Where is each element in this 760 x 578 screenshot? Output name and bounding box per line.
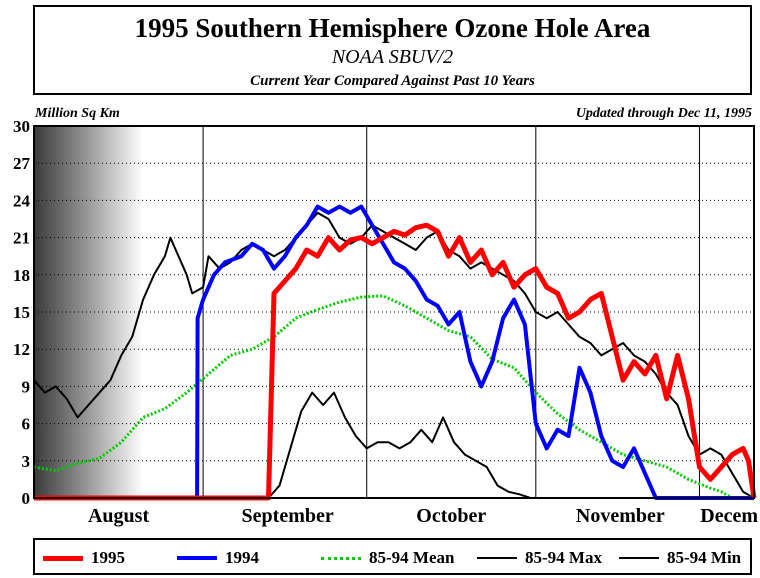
y-tick-label: 18 [13,266,30,285]
legend-item-1994: 1994 [177,548,259,568]
grid-lines [34,126,754,498]
chart-subtitle-comparison: Current Year Compared Against Past 10 Ye… [250,73,535,89]
chart-title: 1995 Southern Hemisphere Ozone Hole Area [134,13,651,43]
y-tick-label: 15 [13,303,30,322]
y-tick-label: 30 [13,117,30,136]
y-axis-unit-label: Million Sq Km [35,106,120,121]
x-month-label: October [416,505,486,527]
x-month-label: August [88,505,149,527]
x-month-label: Decem [700,505,758,527]
legend-label-1995: 1995 [91,548,125,567]
legend-label-1994: 1994 [225,548,259,567]
x-axis-month-labels: August September October November Decem [88,505,758,527]
y-tick-label: 24 [13,191,31,210]
legend-item-max: 85-94 Max [477,548,602,568]
y-tick-label: 9 [22,377,31,396]
chart-subtitle: NOAA SBUV/2 [331,46,454,68]
series-line-s1995 [34,222,757,501]
x-month-label: September [242,505,334,527]
legend-label-mean: 85-94 Mean [369,548,455,567]
y-tick-label: 27 [13,154,31,173]
legend-swatch-min [619,557,659,559]
series-line-max [33,211,755,499]
y-tick-label: 6 [22,415,31,434]
legend-label-min: 85-94 Min [667,548,742,567]
legend: 1995 1994 85-94 Mean 85-94 Max 85-94 Min [33,538,752,575]
y-tick-label: 12 [13,340,30,359]
legend-swatch-max [477,557,517,559]
ozone-hole-area-chart: 0 3 6 9 12 15 18 21 24 27 30 August September Octobe… [13,117,758,527]
updated-through-label: Updated through Dec 11, 1995 [575,106,752,121]
series-line-s1994 [34,204,754,500]
legend-swatch-1994 [177,556,217,560]
series-line-mean [33,294,754,500]
y-axis-ticks: 0 3 6 9 12 15 18 21 24 27 30 [13,117,31,508]
legend-item-min: 85-94 Min [619,548,741,568]
title-box: 1995 Southern Hemisphere Ozone Hole Area… [33,5,752,95]
y-tick-label: 21 [13,229,30,248]
y-tick-label: 0 [22,489,31,508]
y-tick-label: 3 [22,452,31,471]
x-month-label: November [576,505,665,527]
series-layer [33,204,757,501]
legend-swatch-mean [321,556,361,560]
legend-label-max: 85-94 Max [525,548,602,567]
legend-item-mean: 85-94 Mean [321,548,454,568]
legend-swatch-1995 [43,555,83,561]
plot-frame [33,125,755,499]
legend-item-1995: 1995 [43,548,125,568]
